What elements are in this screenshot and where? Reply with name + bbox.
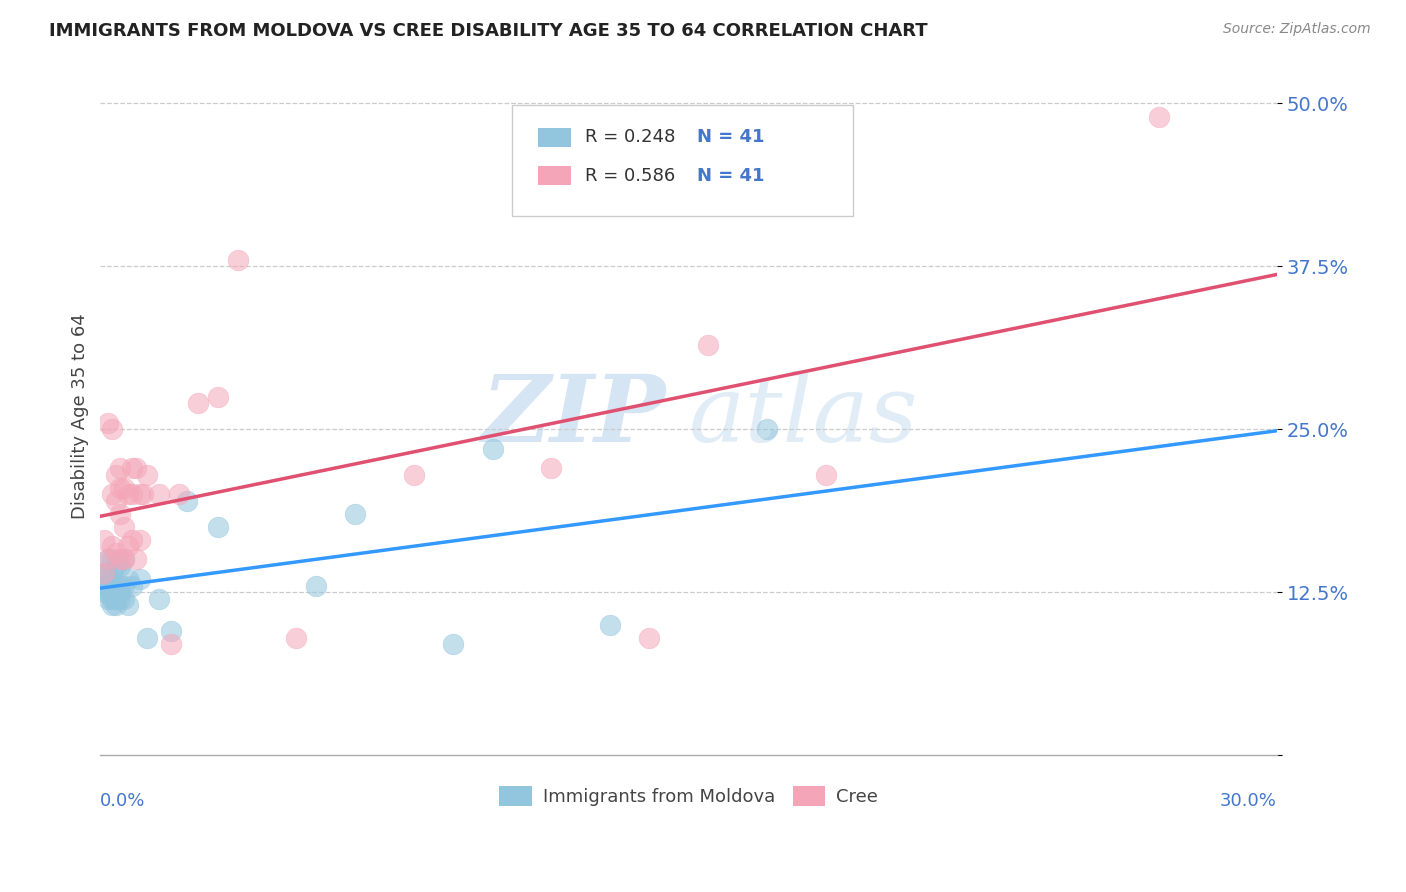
Bar xyxy=(538,128,571,146)
Bar xyxy=(538,166,571,186)
Point xyxy=(112,552,135,566)
Text: R = 0.586: R = 0.586 xyxy=(585,167,675,185)
Point xyxy=(108,559,131,574)
Point xyxy=(305,578,328,592)
Point xyxy=(1149,110,1171,124)
Point xyxy=(101,598,124,612)
Point xyxy=(638,631,661,645)
Point xyxy=(108,552,131,566)
Y-axis label: Disability Age 35 to 64: Disability Age 35 to 64 xyxy=(72,313,89,519)
Point xyxy=(160,624,183,639)
Point xyxy=(128,533,150,547)
Text: 0.0%: 0.0% xyxy=(100,792,146,810)
Point xyxy=(101,422,124,436)
Point xyxy=(128,487,150,501)
Point xyxy=(108,481,131,495)
Point xyxy=(97,585,120,599)
Point xyxy=(105,591,128,606)
Point xyxy=(97,416,120,430)
Point xyxy=(112,520,135,534)
Point xyxy=(97,552,120,566)
Point xyxy=(93,585,115,599)
Point xyxy=(148,591,170,606)
Point xyxy=(404,467,426,482)
Text: N = 41: N = 41 xyxy=(697,167,765,185)
Point xyxy=(93,578,115,592)
Text: Source: ZipAtlas.com: Source: ZipAtlas.com xyxy=(1223,22,1371,37)
Point xyxy=(121,461,143,475)
Point xyxy=(117,572,139,586)
Point xyxy=(117,487,139,501)
Point xyxy=(128,572,150,586)
Point xyxy=(814,467,837,482)
Point xyxy=(105,598,128,612)
Point xyxy=(101,566,124,580)
Legend: Immigrants from Moldova, Cree: Immigrants from Moldova, Cree xyxy=(492,779,886,814)
Point xyxy=(93,572,115,586)
Point xyxy=(101,585,124,599)
Point xyxy=(101,552,124,566)
Point xyxy=(105,578,128,592)
Point xyxy=(132,487,155,501)
Point xyxy=(441,637,464,651)
Point xyxy=(105,559,128,574)
Point xyxy=(226,252,249,267)
Point xyxy=(285,631,308,645)
Point xyxy=(160,637,183,651)
Point xyxy=(481,442,503,456)
Point xyxy=(108,591,131,606)
Point xyxy=(97,566,120,580)
FancyBboxPatch shape xyxy=(512,104,853,217)
Point xyxy=(121,533,143,547)
Point xyxy=(93,566,115,580)
Point xyxy=(344,507,367,521)
Point xyxy=(101,578,124,592)
Point xyxy=(112,578,135,592)
Point xyxy=(124,461,146,475)
Point xyxy=(101,591,124,606)
Point xyxy=(599,617,621,632)
Point xyxy=(112,552,135,566)
Point xyxy=(117,540,139,554)
Text: atlas: atlas xyxy=(689,371,918,461)
Text: N = 41: N = 41 xyxy=(697,128,765,146)
Point xyxy=(167,487,190,501)
Point xyxy=(148,487,170,501)
Text: IMMIGRANTS FROM MOLDOVA VS CREE DISABILITY AGE 35 TO 64 CORRELATION CHART: IMMIGRANTS FROM MOLDOVA VS CREE DISABILI… xyxy=(49,22,928,40)
Point xyxy=(207,520,229,534)
Point xyxy=(108,585,131,599)
Point xyxy=(108,461,131,475)
Point xyxy=(136,631,159,645)
Point xyxy=(756,422,779,436)
Point xyxy=(124,552,146,566)
Point xyxy=(105,546,128,560)
Text: 30.0%: 30.0% xyxy=(1220,792,1277,810)
Point xyxy=(105,493,128,508)
Point xyxy=(112,481,135,495)
Point xyxy=(207,390,229,404)
Point xyxy=(97,591,120,606)
Point xyxy=(97,578,120,592)
Point xyxy=(97,552,120,566)
Point xyxy=(108,578,131,592)
Point xyxy=(121,487,143,501)
Point xyxy=(136,467,159,482)
Text: R = 0.248: R = 0.248 xyxy=(585,128,675,146)
Point xyxy=(121,578,143,592)
Text: ZIP: ZIP xyxy=(481,371,665,461)
Point xyxy=(112,591,135,606)
Point xyxy=(101,487,124,501)
Point xyxy=(105,467,128,482)
Point xyxy=(108,507,131,521)
Point xyxy=(93,533,115,547)
Point xyxy=(697,337,720,351)
Point xyxy=(93,566,115,580)
Point xyxy=(176,493,198,508)
Point xyxy=(187,396,209,410)
Point xyxy=(117,598,139,612)
Point xyxy=(540,461,562,475)
Point xyxy=(101,540,124,554)
